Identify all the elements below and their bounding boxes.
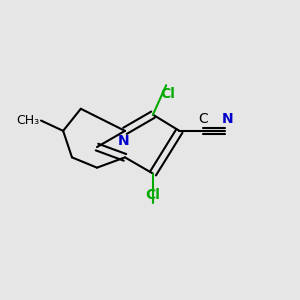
Text: C: C bbox=[198, 112, 208, 126]
Text: N: N bbox=[118, 134, 129, 148]
Text: N: N bbox=[222, 112, 233, 126]
Text: Cl: Cl bbox=[160, 87, 175, 101]
Text: CH₃: CH₃ bbox=[16, 114, 40, 127]
Text: Cl: Cl bbox=[146, 188, 160, 202]
